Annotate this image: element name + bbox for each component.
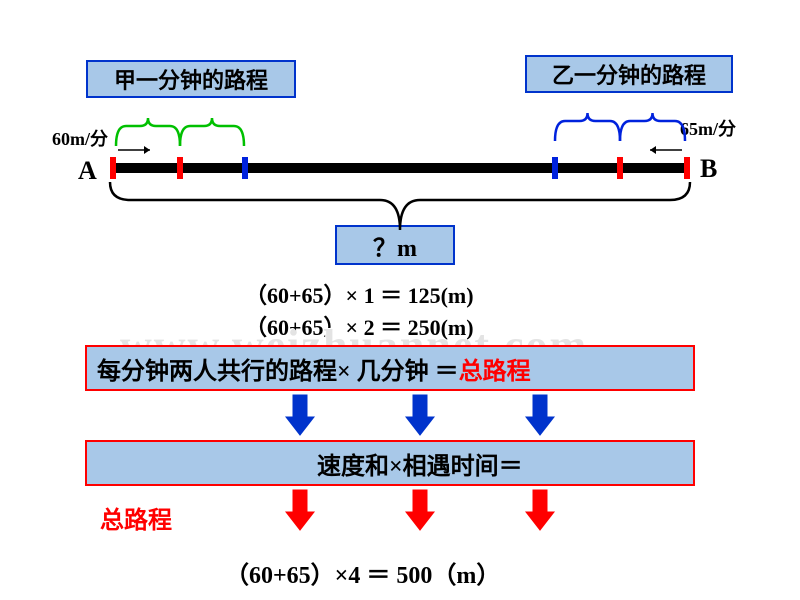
diagram-svg — [0, 0, 800, 600]
